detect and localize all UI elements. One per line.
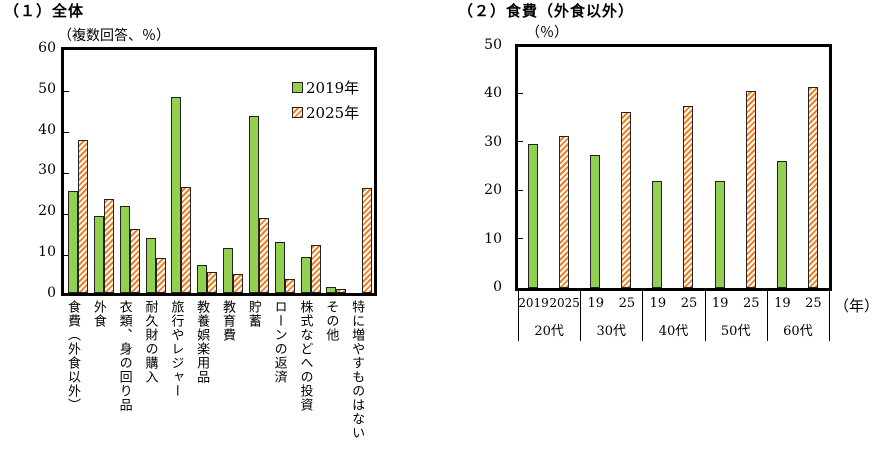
bar-2019 [776, 160, 787, 288]
bar-2019 [590, 155, 601, 288]
x-age-group-label: 50代 [720, 324, 751, 339]
bar-2025 [129, 229, 140, 293]
x-year-label: 19 [774, 296, 791, 311]
bar-2019 [223, 248, 233, 293]
bar-2025 [621, 111, 632, 288]
bar-2019 [714, 180, 725, 288]
bar-2025 [103, 198, 114, 293]
y-tick: 20 [484, 182, 502, 198]
bar-2025 [559, 135, 569, 288]
legend-label: 2025年 [306, 104, 360, 122]
right-y-unit: （％） [526, 25, 568, 41]
x-year-label: 25 [618, 296, 636, 311]
right-chart-title: （２）食費（外食以外） [458, 2, 635, 20]
bar-2019 [300, 257, 311, 293]
bar-2025 [362, 187, 373, 293]
legend-label: 2019年 [306, 79, 360, 97]
x-age-group-label: 40代 [658, 324, 689, 339]
bar-2025 [336, 289, 347, 293]
x-year-label: 19 [587, 296, 604, 311]
bar-2025 [745, 90, 756, 288]
y-tick: 50 [484, 37, 502, 53]
right-bars [518, 47, 829, 288]
y-tick: 60 [38, 40, 56, 56]
legend-item-2019: 2019年 [292, 76, 359, 101]
x-category-label: 貯蓄 [245, 300, 261, 328]
x-axis-divider [642, 291, 644, 341]
x-category-label: 衣類、身の回り品 [116, 300, 132, 412]
x-year-label: 25 [680, 296, 698, 311]
x-category-label: 教育費 [220, 300, 235, 342]
bar-2019 [197, 265, 208, 293]
y-tick: 20 [38, 203, 56, 219]
x-year-label: 25 [805, 296, 822, 311]
bar-2025 [258, 217, 269, 293]
bar-2019 [171, 97, 182, 293]
y-tick: 10 [38, 244, 56, 260]
x-axis-divider [766, 291, 768, 341]
bar-2025 [310, 245, 321, 293]
y-tick: 0 [47, 285, 56, 301]
right-plot-area [515, 44, 832, 291]
x-year-label: 25 [742, 296, 760, 311]
legend-item-2025: 2025年 [292, 101, 359, 126]
bar-2019 [93, 215, 104, 293]
y-tick: 0 [493, 279, 502, 295]
x-age-group-label: 60代 [783, 324, 813, 339]
x-category-label: 旅行やレジャー [168, 300, 184, 398]
x-category-label: 外食 [90, 300, 106, 328]
x-year-label: 19 [649, 296, 667, 311]
x-category-label: 教養娯楽用品 [194, 300, 210, 384]
bar-2025 [233, 273, 243, 293]
x-year-label: 19 [711, 296, 729, 311]
bar-2019 [326, 286, 337, 293]
bar-2019 [528, 144, 538, 288]
x-year-label: 2025 [549, 296, 580, 310]
legend-swatch-orange-hatched [292, 106, 303, 118]
y-tick: 30 [38, 162, 56, 178]
y-tick: 40 [484, 85, 502, 101]
legend-swatch-green [292, 81, 303, 93]
bar-2025 [683, 105, 694, 288]
left-plot-area: 2019年 2025年 [61, 47, 377, 296]
bar-2019 [119, 205, 130, 293]
left-y-unit: （複数回答、％） [58, 28, 170, 44]
x-age-group-label: 30代 [596, 324, 627, 339]
y-tick: 30 [484, 134, 502, 150]
bar-2025 [807, 87, 818, 288]
x-year-label: 2019 [518, 296, 549, 310]
year-unit: （年） [834, 297, 880, 315]
x-axis-divider [704, 291, 706, 341]
bar-2025 [155, 258, 166, 293]
bar-2019 [68, 190, 78, 293]
bar-2019 [274, 241, 285, 293]
x-age-group-label: 20代 [534, 324, 564, 339]
bar-2025 [181, 186, 192, 293]
bar-2019 [248, 116, 259, 293]
x-category-label: ローンの返済 [271, 300, 287, 384]
y-tick: 40 [38, 122, 56, 138]
bar-2019 [145, 238, 156, 293]
y-tick: 10 [484, 231, 502, 247]
x-category-label: 株式などへの投資 [297, 300, 313, 412]
left-legend: 2019年 2025年 [292, 76, 359, 126]
left-chart-title: （１）全体 [4, 2, 85, 20]
bar-2019 [652, 180, 663, 288]
bar-2025 [207, 272, 218, 293]
bar-2025 [284, 279, 295, 293]
x-category-label: 耐久財の購入 [142, 300, 158, 384]
x-axis-divider [829, 291, 830, 341]
x-category-label: その他 [323, 300, 339, 342]
left-bars [64, 50, 374, 293]
x-axis-divider [580, 291, 582, 341]
x-category-label: 特に増やすものはない [349, 300, 365, 440]
y-tick: 50 [38, 81, 56, 97]
x-axis-divider [518, 291, 519, 341]
bar-2025 [78, 140, 88, 293]
x-category-label: 食費（外食以外） [65, 300, 80, 412]
